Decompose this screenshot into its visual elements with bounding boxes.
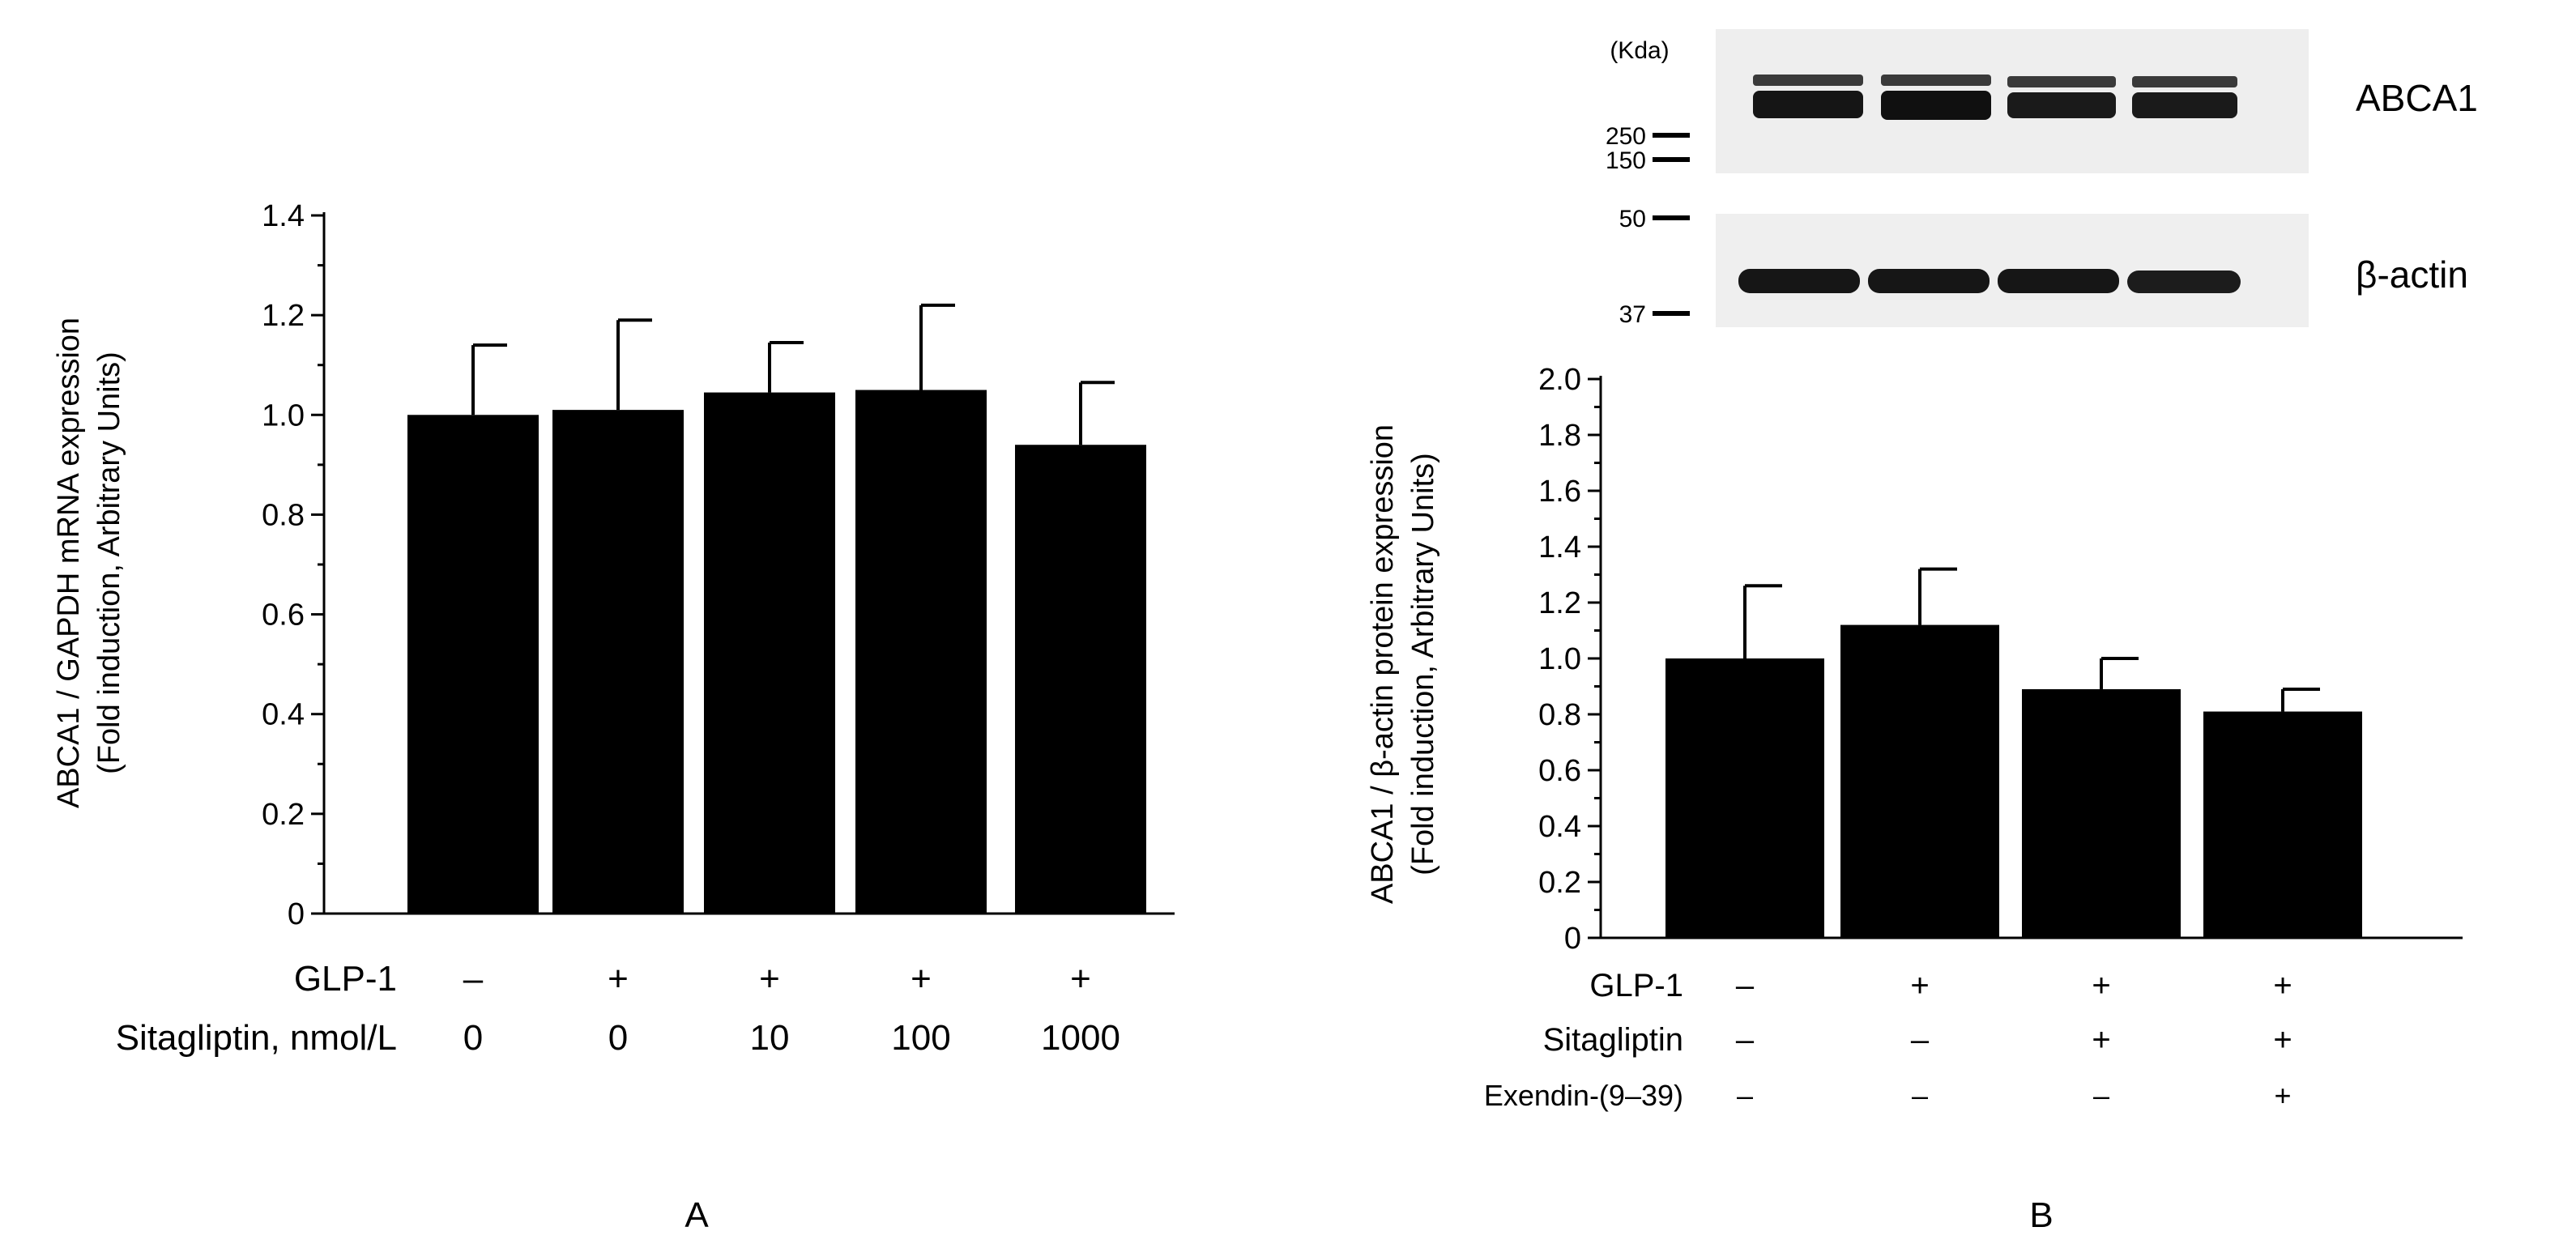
panel-b-y-tick-label: 0.6 xyxy=(1538,754,1581,788)
blot-band-abca1 xyxy=(1881,75,1991,86)
panel-a-condition-value: 0 xyxy=(463,1018,483,1058)
panel-b-condition-value: – xyxy=(1911,1022,1930,1058)
panel-b-condition-value: + xyxy=(2092,968,2110,1003)
blot-band-abca1 xyxy=(2007,92,2116,118)
panel-a-bar xyxy=(704,392,835,914)
panel-b-condition-value: – xyxy=(2093,1079,2109,1112)
blot-band-abca1 xyxy=(1753,75,1863,86)
panel-a-chart: 0 0.2 0.4 0.6 0.8 1.0 1.2 1.4 GLP-1 – + + + + Sitaglip… xyxy=(116,199,1175,1058)
panel-a-y-tick-label: 0.8 xyxy=(262,498,305,532)
band-label-actin: β-actin xyxy=(2356,253,2468,296)
panel-a-condition-value: 1000 xyxy=(1041,1018,1120,1058)
panel-a-y-tick-label: 1.0 xyxy=(262,398,305,432)
panel-b-bar xyxy=(1840,624,1999,938)
panel-b-condition-value: + xyxy=(2092,1022,2110,1058)
panel-b-ylabel-line1: ABCA1 / β-actin protein expression xyxy=(1366,424,1400,904)
panel-b-condition-value: + xyxy=(2273,1022,2292,1058)
panel-b-condition-label: GLP-1 xyxy=(1589,968,1683,1003)
panel-b-y-tick-label: 0.2 xyxy=(1538,866,1581,900)
panel-a-y-tick-label: 0.6 xyxy=(262,599,305,633)
blot-band-actin xyxy=(2127,271,2241,293)
band-label-abca1: ABCA1 xyxy=(2356,77,2478,119)
panel-a-y-tick-label: 1.2 xyxy=(262,299,305,333)
panel-a-y-tick-label: 1.4 xyxy=(262,199,305,233)
panel-a-ylabel-line2: (Fold induction, Arbitrary Units) xyxy=(92,351,126,774)
panel-b-condition-label: Exendin-(9–39) xyxy=(1484,1079,1683,1112)
panel-b-ylabel-line2: (Fold induction, Arbitrary Units) xyxy=(1406,453,1440,875)
panel-b-condition-value: + xyxy=(1910,968,1929,1003)
marker-37: 37 xyxy=(1619,301,1646,328)
blot-band-abca1 xyxy=(1881,91,1991,120)
blot-band-abca1 xyxy=(1753,91,1863,118)
blot-band-actin xyxy=(1868,269,1990,293)
panel-a-y-tick-label: 0 xyxy=(288,897,305,931)
panel-b-y-tick-label: 1.2 xyxy=(1538,586,1581,620)
panel-a-condition-value: + xyxy=(1070,959,1091,999)
panel-b-y-tick-label: 1.0 xyxy=(1538,642,1581,676)
western-blot: (Kda) 250 150 50 37 ABCA1 β-actin xyxy=(1606,29,2478,328)
panel-b-y-tick-label: 1.8 xyxy=(1538,419,1581,453)
panel-b-condition-value: – xyxy=(1736,1022,1755,1058)
panel-b-condition-value: – xyxy=(1736,968,1755,1003)
panel-a-condition-label: Sitagliptin, nmol/L xyxy=(116,1018,397,1058)
panel-b-condition-value: – xyxy=(1737,1079,1753,1112)
blot-band-abca1 xyxy=(2132,76,2237,87)
panel-b-chart: 0 0.2 0.4 0.6 0.8 1.0 1.2 1.4 1.6 1.8 2.0 GLP-1 – + + +… xyxy=(1484,363,2463,1112)
marker-tick-150 xyxy=(1653,157,1690,162)
panel-b-condition-value: – xyxy=(1912,1079,1928,1112)
marker-250: 250 xyxy=(1606,123,1646,150)
marker-tick-50 xyxy=(1653,215,1690,220)
panel-b-bar xyxy=(2022,688,2181,938)
panel-a-condition-value: – xyxy=(463,959,484,999)
panel-a-condition-value: + xyxy=(608,959,629,999)
marker-tick-37 xyxy=(1653,311,1690,316)
panel-label-a: A xyxy=(685,1195,709,1235)
panel-a-condition-value: 10 xyxy=(750,1018,790,1058)
panel-a-bar xyxy=(552,410,684,914)
panel-b-condition-value: + xyxy=(2273,968,2292,1003)
panel-a-condition-value: + xyxy=(759,959,780,999)
panel-a-bar xyxy=(407,415,539,914)
panel-b-bar xyxy=(1665,658,1824,938)
panel-b-y-tick-label: 0.8 xyxy=(1538,698,1581,732)
blot-band-actin xyxy=(1738,269,1860,293)
panel-a-ylabel-line1: ABCA1 / GAPDH mRNA expression xyxy=(52,317,86,808)
panel-label-b: B xyxy=(2029,1195,2053,1235)
marker-tick-250 xyxy=(1653,133,1690,138)
blot-band-abca1 xyxy=(2132,92,2237,118)
panel-b-y-tick-label: 2.0 xyxy=(1538,363,1581,397)
panel-a-bar xyxy=(1015,445,1146,914)
panel-a-y-tick-label: 0.4 xyxy=(262,698,305,732)
panel-a-condition-value: + xyxy=(911,959,932,999)
panel-b-y-tick-label: 1.4 xyxy=(1538,530,1581,564)
blot-unit-label: (Kda) xyxy=(1610,37,1669,64)
panel-b-y-tick-label: 0.4 xyxy=(1538,810,1581,844)
panel-a-condition-label: GLP-1 xyxy=(294,959,397,999)
blot-band-actin xyxy=(1998,269,2119,293)
panel-b-bar xyxy=(2203,711,2362,938)
panel-a-y-tick-label: 0.2 xyxy=(262,798,305,832)
panel-b-y-tick-label: 1.6 xyxy=(1538,475,1581,509)
marker-150: 150 xyxy=(1606,147,1646,174)
panel-a-bar xyxy=(855,390,987,914)
panel-a-condition-value: 0 xyxy=(608,1018,628,1058)
panel-b-y-tick-label: 0 xyxy=(1564,922,1581,956)
marker-50: 50 xyxy=(1619,206,1646,232)
blot-band-abca1 xyxy=(2007,76,2116,87)
panel-a-condition-value: 100 xyxy=(891,1018,950,1058)
panel-b-condition-label: Sitagliptin xyxy=(1543,1022,1683,1058)
panel-b-condition-value: + xyxy=(2274,1079,2291,1112)
